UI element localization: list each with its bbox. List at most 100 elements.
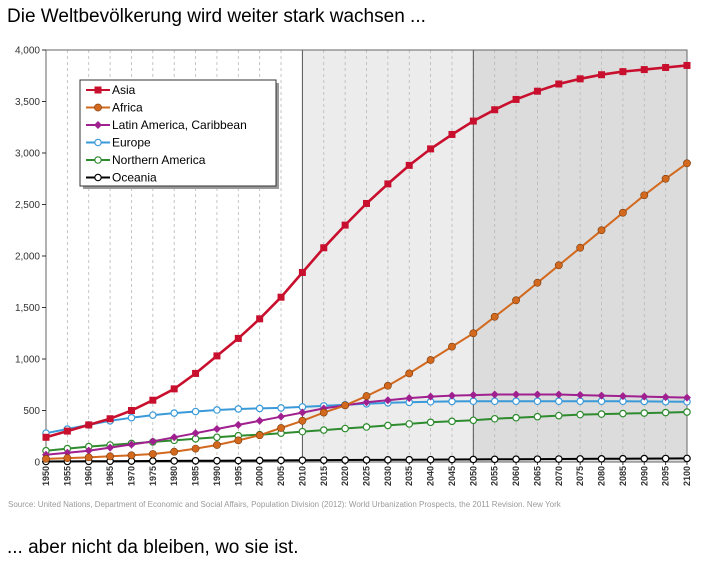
point-asia — [298, 268, 306, 276]
y-tick-label: 1,000 — [15, 355, 40, 366]
point-asia — [640, 66, 648, 74]
point-africa — [170, 447, 179, 456]
legend-label-oceania: Oceania — [112, 171, 157, 185]
point-oceania — [576, 455, 584, 463]
y-tick-label: 1,500 — [15, 303, 40, 314]
point-latin-america-caribbean — [127, 440, 136, 449]
point-asia — [363, 199, 370, 207]
x-tick-label: 2035 — [404, 466, 414, 486]
point-africa — [640, 191, 649, 200]
point-africa — [106, 452, 114, 461]
point-africa — [661, 174, 670, 183]
point-oceania — [533, 455, 542, 463]
point-latin-america-caribbean — [554, 390, 563, 399]
point-africa — [405, 369, 414, 378]
point-asia — [533, 87, 541, 95]
legend: Asia Africa Latin America, Caribbean Europe… — [79, 79, 279, 189]
point-asia — [256, 315, 264, 323]
point-latin-america-caribbean — [405, 394, 414, 403]
point-asia — [491, 106, 499, 114]
legend-marker-latin-america-caribbean — [94, 121, 102, 129]
point-latin-america-caribbean — [597, 391, 606, 400]
point-europe — [213, 406, 221, 414]
point-asia — [106, 415, 114, 423]
point-northern-america — [554, 411, 563, 420]
point-latin-america-caribbean — [255, 416, 264, 425]
x-tick-label: 2005 — [276, 466, 286, 486]
legend-label-africa: Africa — [112, 101, 143, 115]
y-tick-label: 500 — [23, 406, 40, 417]
legend-label-northern-america: Northern America — [112, 153, 206, 167]
point-europe — [170, 409, 179, 417]
point-oceania — [661, 454, 670, 463]
point-latin-america-caribbean — [447, 391, 456, 400]
x-tick-label: 2040 — [426, 466, 436, 486]
point-europe — [490, 397, 499, 406]
point-northern-america — [319, 426, 328, 434]
point-asia — [192, 369, 200, 377]
point-asia — [576, 75, 584, 83]
x-tick-label: 1960 — [84, 466, 94, 486]
legend-box — [79, 79, 277, 187]
x-tick-label: 1995 — [233, 466, 243, 486]
x-tick-label: 2080 — [597, 466, 607, 486]
point-asia — [341, 221, 349, 229]
point-africa — [597, 226, 606, 235]
point-oceania — [255, 456, 264, 465]
x-tick-label: 2050 — [468, 466, 478, 486]
point-africa — [127, 451, 136, 460]
point-oceania — [191, 456, 200, 465]
x-tick-label: 2060 — [511, 466, 521, 486]
point-latin-america-caribbean — [298, 408, 307, 417]
x-tick-label: 2010 — [297, 466, 307, 486]
point-oceania — [469, 455, 478, 464]
point-northern-america — [512, 413, 520, 422]
legend-label-europe: Europe — [112, 136, 151, 150]
point-asia — [320, 244, 328, 252]
x-tick-label: 2075 — [575, 466, 585, 486]
point-oceania — [619, 454, 627, 463]
point-northern-america — [533, 412, 542, 421]
point-europe — [191, 407, 200, 416]
point-oceania — [149, 457, 157, 465]
x-tick-label: 2085 — [618, 466, 628, 486]
point-africa — [298, 416, 307, 425]
x-tick-label: 2045 — [447, 466, 457, 486]
point-africa — [490, 312, 499, 321]
point-africa — [319, 408, 328, 417]
point-northern-america — [341, 424, 349, 433]
point-latin-america-caribbean — [84, 446, 93, 455]
point-oceania — [597, 455, 606, 463]
point-oceania — [341, 456, 349, 464]
point-northern-america — [640, 409, 649, 417]
point-asia — [127, 407, 135, 414]
point-africa — [362, 392, 371, 400]
point-oceania — [490, 455, 499, 464]
legend-marker-oceania — [94, 173, 102, 182]
point-africa — [383, 381, 392, 390]
point-africa — [576, 243, 585, 252]
x-tick-label: 1975 — [148, 466, 158, 486]
point-oceania — [554, 455, 563, 463]
point-latin-america-caribbean — [661, 393, 670, 402]
point-oceania — [405, 455, 414, 464]
x-tick-label: 2090 — [639, 466, 649, 486]
point-asia — [149, 396, 157, 404]
point-northern-america — [426, 418, 435, 427]
point-latin-america-caribbean — [234, 420, 243, 429]
point-europe — [255, 404, 264, 413]
point-latin-america-caribbean — [106, 443, 115, 452]
point-northern-america — [405, 420, 414, 428]
point-asia — [619, 68, 627, 76]
headline: Die Weltbevölkerung wird weiter stark wa… — [7, 6, 426, 27]
point-oceania — [448, 455, 456, 464]
series-layer — [42, 61, 691, 466]
y-tick-label: 4,000 — [15, 46, 40, 57]
point-latin-america-caribbean — [640, 392, 649, 401]
point-europe — [234, 405, 243, 413]
point-africa — [448, 342, 456, 351]
point-europe — [512, 397, 520, 406]
point-africa — [213, 441, 221, 449]
point-africa — [533, 278, 542, 287]
